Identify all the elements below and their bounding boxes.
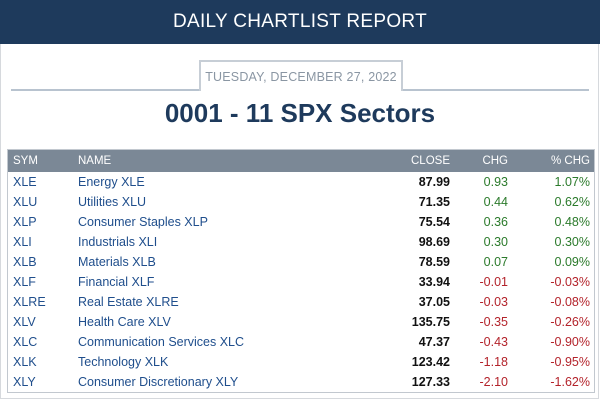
pct-chg-value: -0.90%: [550, 335, 590, 349]
table-row: XLP Consumer Staples XLP 75.54 0.36 0.48%: [8, 212, 594, 232]
name-link[interactable]: Industrials XLI: [78, 235, 158, 249]
chg-value: -0.01: [479, 275, 509, 289]
report-header-title: DAILY CHARTLIST REPORT: [172, 11, 428, 32]
symbol-link[interactable]: XLY: [13, 375, 36, 389]
report-frame: [0, 44, 599, 399]
symbol-link[interactable]: XLI: [13, 235, 32, 249]
column-header-close[interactable]: CLOSE: [411, 155, 450, 167]
chg-value: -2.10: [479, 375, 509, 389]
table-body: XLE Energy XLE 87.99 0.93 1.07% XLU Utilities …: [8, 172, 594, 392]
table-row: XLV Health Care XLV 135.75 -0.35 -0.26%: [8, 312, 594, 332]
close-value: 47.37: [418, 335, 450, 349]
pct-chg-value: 0.62%: [554, 195, 590, 209]
pct-chg-value: 0.09%: [554, 255, 590, 269]
symbol-link[interactable]: XLV: [13, 315, 36, 329]
symbol-link[interactable]: XLC: [13, 335, 38, 349]
close-value: 78.59: [418, 255, 450, 269]
name-link[interactable]: Consumer Discretionary XLY: [78, 375, 239, 389]
chg-value: 0.93: [483, 175, 508, 189]
pct-chg-value: -0.95%: [550, 355, 590, 369]
pct-chg-value: -0.08%: [550, 295, 590, 309]
symbol-link[interactable]: XLRE: [13, 295, 46, 309]
table-row: XLB Materials XLB 78.59 0.07 0.09%: [8, 252, 594, 272]
table-row: XLF Financial XLF 33.94 -0.01 -0.03%: [8, 272, 594, 292]
name-link[interactable]: Financial XLF: [78, 275, 155, 289]
symbol-link[interactable]: XLP: [13, 215, 37, 229]
pct-chg-value: 0.30%: [554, 235, 590, 249]
chg-value: -0.43: [479, 335, 509, 349]
chg-value: 0.44: [483, 195, 508, 209]
pct-chg-value: 1.07%: [554, 175, 590, 189]
column-header-pct-chg[interactable]: % CHG: [551, 155, 590, 167]
chg-value: -0.03: [479, 295, 509, 309]
symbol-link[interactable]: XLE: [13, 175, 37, 189]
name-link[interactable]: Utilities XLU: [78, 195, 147, 209]
close-value: 33.94: [418, 275, 450, 289]
close-value: 127.33: [411, 375, 450, 389]
close-value: 87.99: [418, 175, 450, 189]
report-date: TUESDAY, DECEMBER 27, 2022: [199, 60, 403, 91]
pct-chg-value: -1.62%: [550, 375, 590, 389]
close-value: 37.05: [418, 295, 450, 309]
sector-table: SYM NAME CLOSE CHG % CHG XLE Energy XLE 87…: [7, 149, 595, 393]
close-value: 75.54: [418, 215, 450, 229]
name-link[interactable]: Consumer Staples XLP: [78, 215, 208, 229]
symbol-link[interactable]: XLU: [13, 195, 38, 209]
table-row: XLI Industrials XLI 98.69 0.30 0.30%: [8, 232, 594, 252]
pct-chg-value: 0.48%: [554, 215, 590, 229]
report-header: DAILY CHARTLIST REPORT: [0, 0, 600, 44]
chartlist-title: 0001 - 11 SPX Sectors: [164, 98, 436, 128]
name-link[interactable]: Communication Services XLC: [78, 335, 245, 349]
table-row: XLY Consumer Discretionary XLY 127.33 -2.10…: [8, 372, 594, 392]
table-row: XLE Energy XLE 87.99 0.93 1.07%: [8, 172, 594, 192]
chg-value: 0.36: [483, 215, 508, 229]
symbol-link[interactable]: XLK: [13, 355, 37, 369]
name-link[interactable]: Health Care XLV: [78, 315, 171, 329]
close-value: 123.42: [411, 355, 450, 369]
column-header-sym[interactable]: SYM: [13, 155, 38, 167]
chg-value: 0.30: [483, 235, 508, 249]
close-value: 98.69: [418, 235, 450, 249]
chg-value: -1.18: [479, 355, 509, 369]
table-row: XLRE Real Estate XLRE 37.05 -0.03 -0.08%: [8, 292, 594, 312]
symbol-link[interactable]: XLB: [13, 255, 37, 269]
symbol-link[interactable]: XLF: [13, 275, 36, 289]
table-row: XLU Utilities XLU 71.35 0.44 0.62%: [8, 192, 594, 212]
chg-value: -0.35: [479, 315, 509, 329]
name-link[interactable]: Technology XLK: [78, 355, 169, 369]
table-row: XLC Communication Services XLC 47.37 -0.43 -…: [8, 332, 594, 352]
column-header-chg[interactable]: CHG: [482, 155, 508, 167]
name-link[interactable]: Energy XLE: [78, 175, 145, 189]
pct-chg-value: -0.26%: [550, 315, 590, 329]
table-row: XLK Technology XLK 123.42 -1.18 -0.95%: [8, 352, 594, 372]
column-header-name[interactable]: NAME: [78, 155, 112, 167]
chg-value: 0.07: [483, 255, 508, 269]
table-header-row: SYM NAME CLOSE CHG % CHG: [8, 150, 594, 172]
close-value: 135.75: [411, 315, 450, 329]
name-link[interactable]: Materials XLB: [78, 255, 156, 269]
pct-chg-value: -0.03%: [550, 275, 590, 289]
name-link[interactable]: Real Estate XLRE: [78, 295, 179, 309]
close-value: 71.35: [418, 195, 450, 209]
